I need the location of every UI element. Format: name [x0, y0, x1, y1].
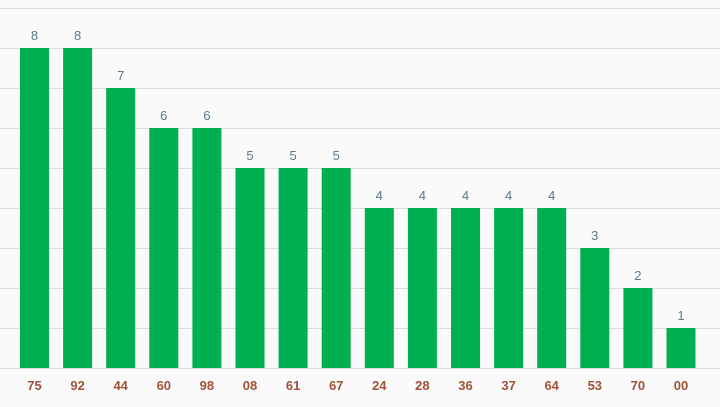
- category-label: 98: [200, 378, 214, 393]
- data-label: 4: [376, 188, 383, 203]
- category-label: 92: [70, 378, 84, 393]
- category-label: 24: [372, 378, 387, 393]
- bar: [63, 48, 93, 368]
- bar: [235, 168, 265, 368]
- bar: [149, 128, 179, 368]
- category-label: 60: [157, 378, 171, 393]
- data-labels: 8 8 7 6 6 5 5 5 4 4 4 4 4 3 2 1: [31, 28, 685, 323]
- category-label: 67: [329, 378, 343, 393]
- category-label: 00: [674, 378, 688, 393]
- bar: [666, 328, 696, 368]
- bar: [494, 208, 524, 368]
- data-label: 4: [462, 188, 469, 203]
- data-label: 8: [74, 28, 81, 43]
- bar: [192, 128, 222, 368]
- data-label: 6: [203, 108, 210, 123]
- category-label: 36: [458, 378, 472, 393]
- category-labels: 75 92 44 60 98 08 61 67 24 28 36 37 64 53 70 00: [27, 378, 688, 393]
- category-label: 44: [113, 378, 128, 393]
- bar: [580, 248, 610, 368]
- data-label: 2: [634, 268, 641, 283]
- bar: [321, 168, 351, 368]
- bar: [407, 208, 437, 368]
- category-label: 53: [588, 378, 602, 393]
- data-label: 4: [505, 188, 512, 203]
- category-label: 37: [501, 378, 515, 393]
- bar: [278, 168, 308, 368]
- bar: [537, 208, 567, 368]
- category-label: 70: [631, 378, 645, 393]
- data-label: 1: [677, 308, 684, 323]
- data-label: 4: [419, 188, 426, 203]
- data-label: 5: [246, 148, 253, 163]
- category-label: 61: [286, 378, 300, 393]
- category-label: 75: [27, 378, 41, 393]
- bar: [451, 208, 480, 368]
- data-label: 6: [160, 108, 167, 123]
- data-label: 8: [31, 28, 38, 43]
- data-label: 5: [333, 148, 340, 163]
- bar: [623, 288, 653, 368]
- bar: [106, 88, 136, 368]
- data-label: 5: [289, 148, 296, 163]
- data-label: 4: [548, 188, 555, 203]
- category-label: 08: [243, 378, 257, 393]
- bar: [364, 208, 394, 368]
- category-label: 28: [415, 378, 429, 393]
- data-label: 7: [117, 68, 124, 83]
- category-label: 64: [544, 378, 559, 393]
- bar: [20, 48, 49, 368]
- bars: [20, 48, 696, 368]
- data-label: 3: [591, 228, 598, 243]
